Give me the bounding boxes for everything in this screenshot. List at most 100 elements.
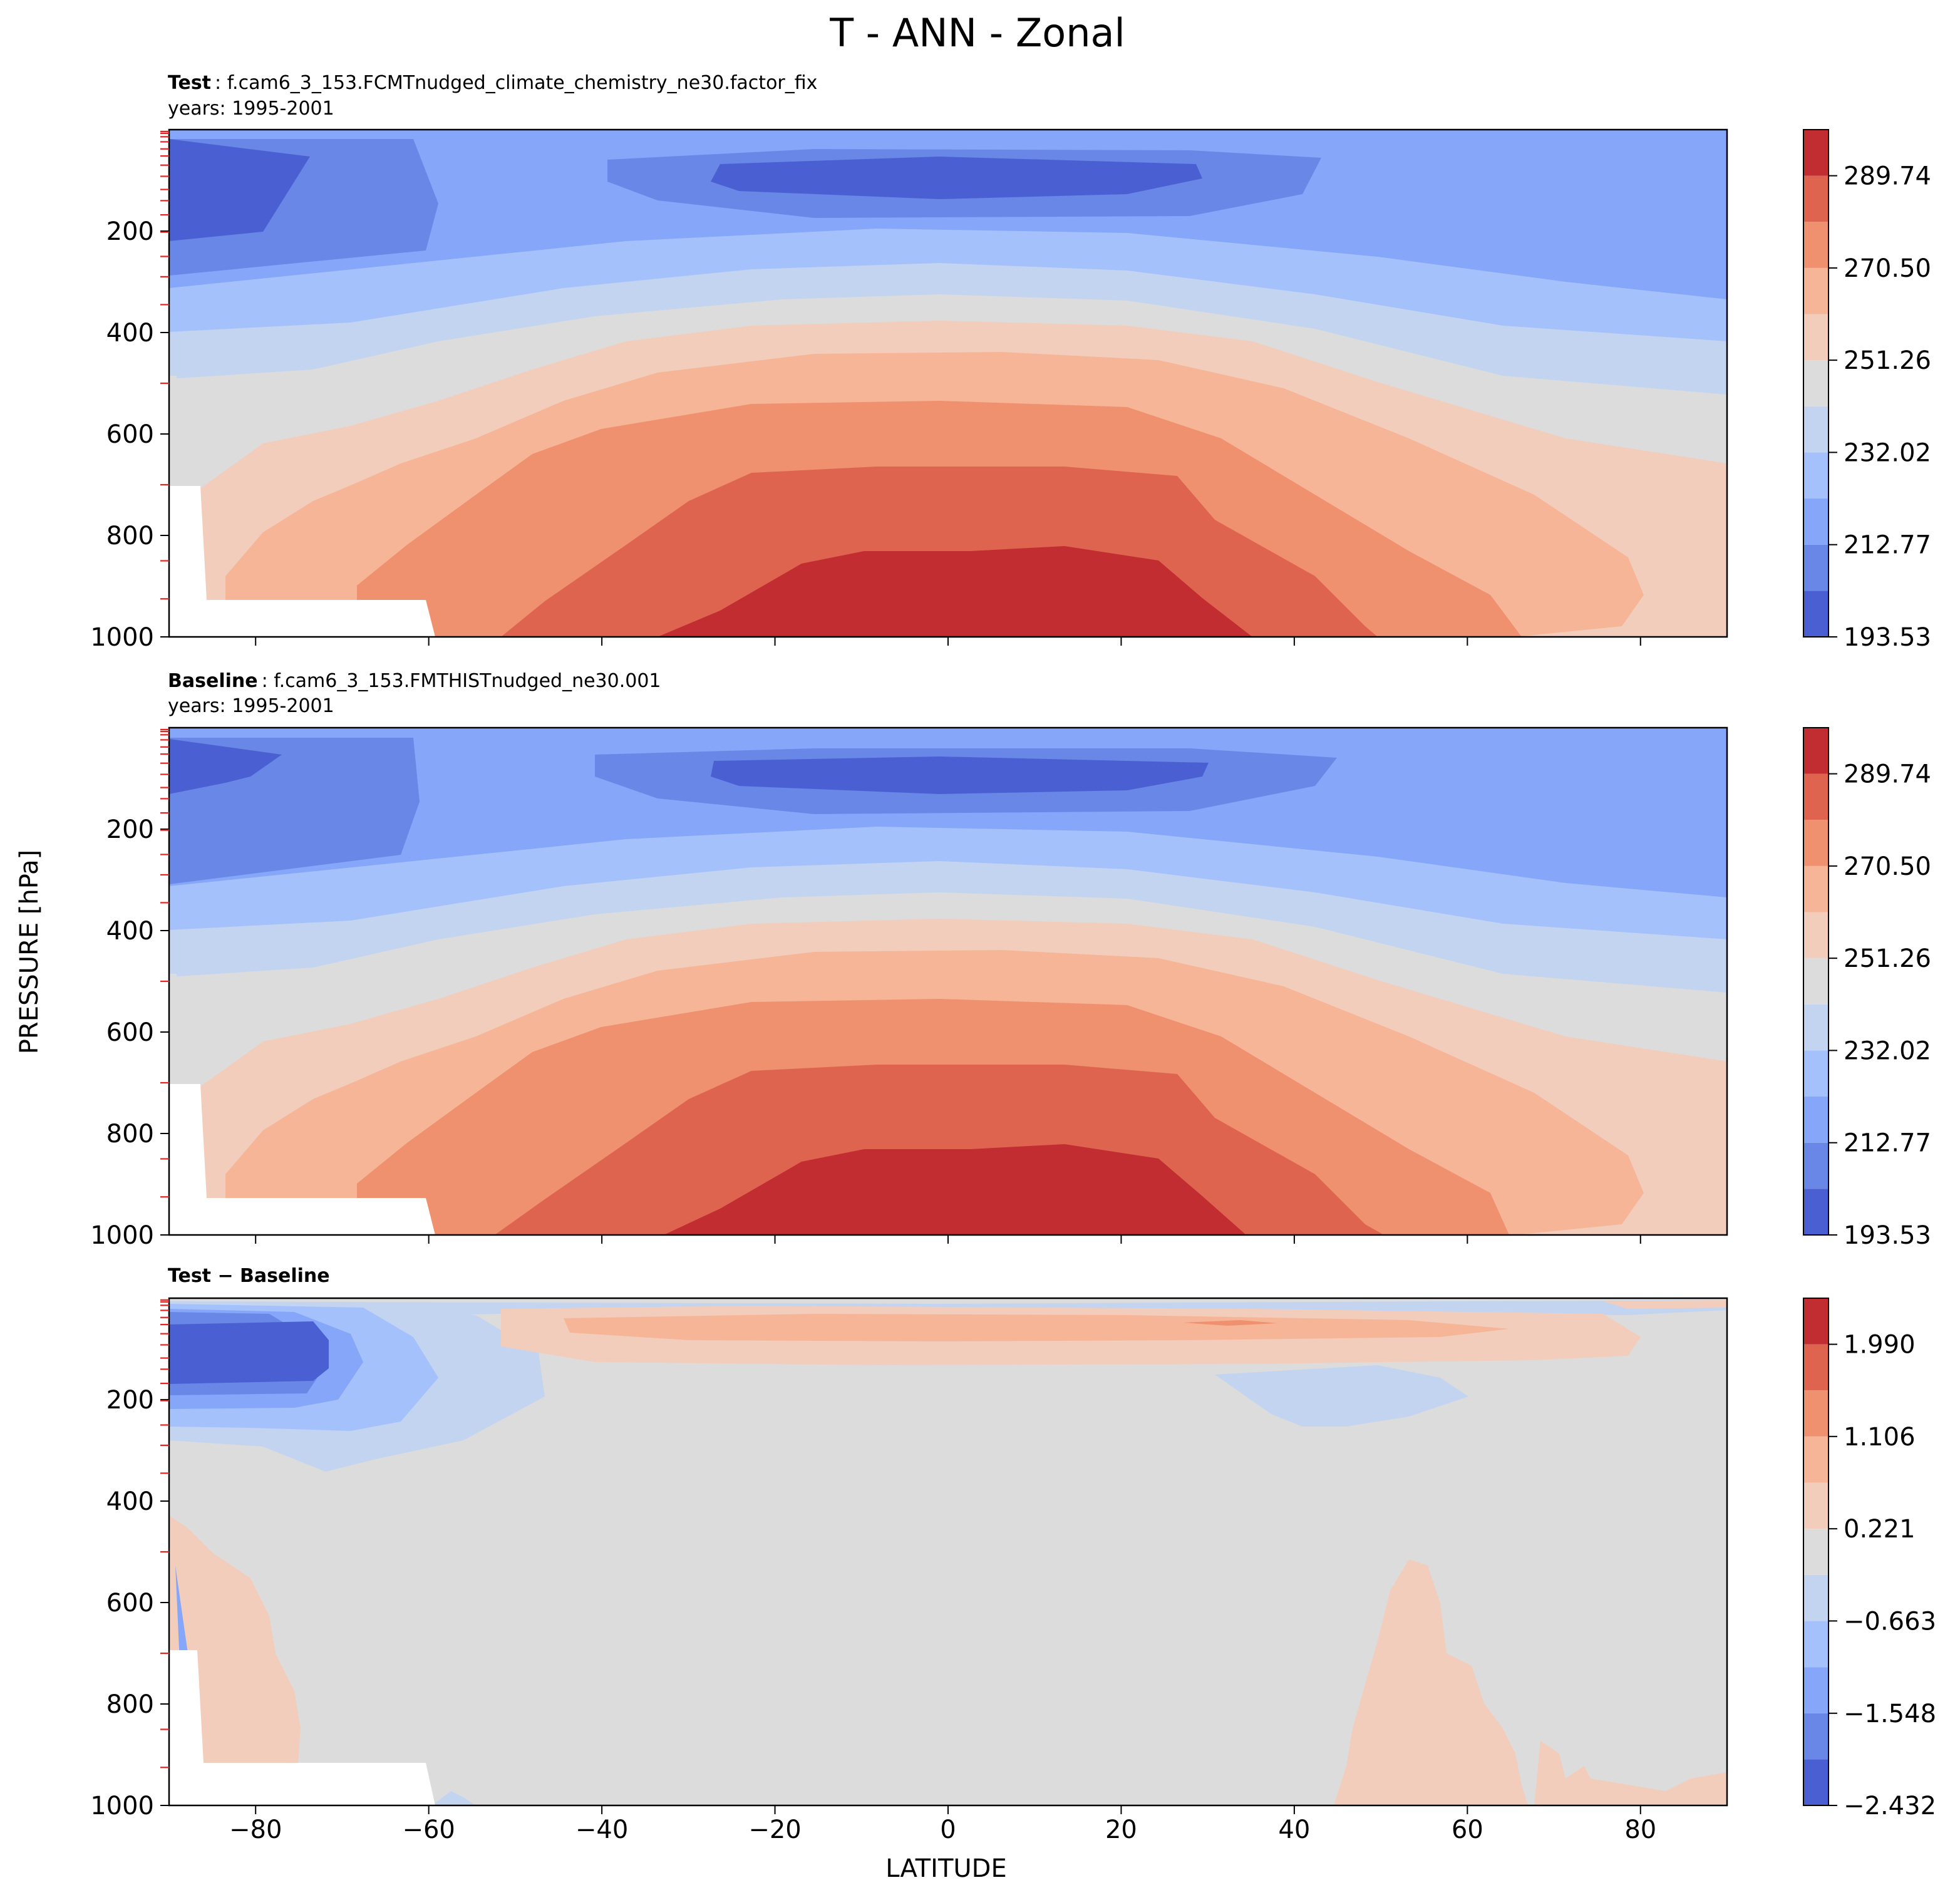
colorbar-swatch [1803, 1097, 1828, 1143]
y-tick-label: 600 [106, 1589, 154, 1618]
colorbar-tick-label: 212.77 [1844, 531, 1931, 560]
baseline-colorbar: 193.53 212.77 232.02 251.26 270.50 289.74 [1803, 727, 1931, 1250]
colorbar-swatch [1803, 1621, 1828, 1668]
colorbar-swatch [1803, 175, 1828, 222]
baseline-title-bold: Baseline [168, 670, 258, 692]
colorbar-frame [1803, 1298, 1829, 1806]
test-level-ticks [160, 130, 169, 600]
test-contour-fill [169, 130, 1727, 637]
test-y-ticks: 200 400 600 800 1000 [90, 217, 169, 652]
x-tick-label: −40 [575, 1815, 628, 1844]
difference-band [432, 1791, 476, 1805]
y-tick-label: 1000 [90, 1792, 154, 1820]
baseline-contour-fill [169, 728, 1727, 1235]
colorbar-tick-label: 1.106 [1844, 1423, 1916, 1452]
x-tick-label: −80 [229, 1815, 282, 1844]
y-tick-label: 1000 [90, 623, 154, 652]
x-tick-label: 60 [1452, 1815, 1483, 1844]
y-tick-label: 200 [106, 217, 154, 246]
y-tick-label: 400 [106, 1487, 154, 1516]
test-colorbar: 193.53 212.77 232.02 251.26 270.50 289.74 [1803, 129, 1931, 652]
difference-band [1534, 1741, 1727, 1805]
test-panel: Test: f.cam6_3_153.FCMTnudged_climate_ch… [90, 72, 1931, 652]
test-band [711, 157, 1202, 199]
difference-y-ticks: 200 400 600 800 1000 [90, 1386, 169, 1820]
colorbar-swatch [1803, 958, 1828, 1004]
colorbar-swatch [1803, 314, 1828, 361]
difference-band [1215, 1365, 1468, 1427]
baseline-panel: Baseline: f.cam6_3_153.FMTHISTnudged_ne3… [90, 670, 1931, 1250]
colorbar-swatch [1803, 360, 1828, 406]
colorbar-tick-label: 251.26 [1844, 944, 1931, 973]
baseline-level-ticks [160, 728, 169, 1198]
colorbar-swatch [1803, 1050, 1828, 1097]
y-tick-label: 200 [106, 815, 154, 844]
difference-band [1603, 1300, 1727, 1309]
y-tick-label: 600 [106, 1018, 154, 1047]
y-tick-label: 600 [106, 420, 154, 449]
test-x-ticks [255, 637, 1641, 646]
baseline-band [711, 756, 1209, 794]
colorbar-swatch [1803, 1667, 1828, 1713]
difference-band [169, 1515, 301, 1805]
colorbar-swatch [1803, 406, 1828, 453]
colorbar-swatch [1803, 1529, 1828, 1575]
test-band [169, 376, 185, 509]
colorbar-swatch [1803, 130, 1828, 176]
colorbar-tick-label: 212.77 [1844, 1129, 1931, 1158]
y-axis-label: PRESSURE [hPa] [15, 850, 44, 1054]
colorbar-tick-label: 0.221 [1844, 1515, 1916, 1544]
x-tick-label: 0 [940, 1815, 956, 1844]
colorbar-tick-label: 1.990 [1844, 1331, 1916, 1360]
colorbar-swatch [1803, 912, 1828, 959]
colorbar-frame [1803, 727, 1829, 1236]
difference-band [1184, 1320, 1277, 1326]
baseline-panel-years: years: 1995-2001 [168, 695, 334, 717]
difference-band [169, 1321, 329, 1384]
colorbar-swatch [1803, 1574, 1828, 1621]
colorbar-tick-label: 289.74 [1844, 162, 1931, 191]
colorbar-frame [1803, 129, 1829, 638]
colorbar-swatch [1803, 1759, 1828, 1805]
colorbar-tick-label: 270.50 [1844, 852, 1931, 881]
test-title-bold: Test [168, 72, 211, 94]
y-tick-label: 400 [106, 319, 154, 348]
difference-panel: Test − Baseline −80 −60 −40 −20 0 20 40 60 80 20… [90, 1265, 1936, 1844]
baseline-y-ticks: 200 400 600 800 1000 [90, 815, 169, 1250]
baseline-panel-title: Baseline: f.cam6_3_153.FMTHISTnudged_ne3… [168, 670, 661, 692]
colorbar-tick-label: 193.53 [1844, 623, 1931, 652]
baseline-x-ticks [255, 1235, 1641, 1244]
colorbar-tick-label: 232.02 [1844, 438, 1931, 467]
colorbar-swatch [1803, 1142, 1828, 1189]
colorbar-tick-label: 193.53 [1844, 1221, 1931, 1250]
test-panel-years: years: 1995-2001 [168, 98, 334, 120]
colorbar-tick-label: −2.432 [1844, 1792, 1936, 1820]
colorbar-tick-label: −1.548 [1844, 1700, 1936, 1728]
difference-band [1334, 1559, 1528, 1805]
colorbar-swatch [1803, 452, 1828, 499]
difference-contour-fill [169, 1298, 1727, 1805]
colorbar-tick-label: 232.02 [1844, 1036, 1931, 1065]
difference-panel-title: Test − Baseline [168, 1265, 330, 1287]
baseline-band [169, 974, 185, 1107]
colorbar-tick-label: 251.26 [1844, 346, 1931, 375]
difference-colorbar: −2.432 −1.548 −0.663 0.221 1.106 1.990 [1803, 1298, 1936, 1820]
test-panel-title: Test: f.cam6_3_153.FCMTnudged_climate_ch… [168, 72, 817, 94]
x-tick-label: 40 [1278, 1815, 1310, 1844]
x-tick-label: 80 [1624, 1815, 1656, 1844]
colorbar-swatch [1803, 1482, 1828, 1529]
x-axis-label: LATITUDE [885, 1854, 1006, 1883]
baseline-band [169, 1084, 435, 1235]
baseline-band [664, 1144, 1246, 1235]
baseline-band [169, 739, 282, 794]
difference-x-ticks: −80 −60 −40 −20 0 20 40 60 80 [229, 1805, 1656, 1844]
test-band [169, 139, 310, 241]
colorbar-swatch [1803, 1390, 1828, 1437]
test-band [658, 546, 1252, 637]
difference-band [169, 1650, 435, 1805]
difference-band [564, 1314, 1509, 1341]
y-tick-label: 800 [106, 1690, 154, 1719]
x-tick-label: −60 [402, 1815, 455, 1844]
colorbar-swatch [1803, 1189, 1828, 1235]
